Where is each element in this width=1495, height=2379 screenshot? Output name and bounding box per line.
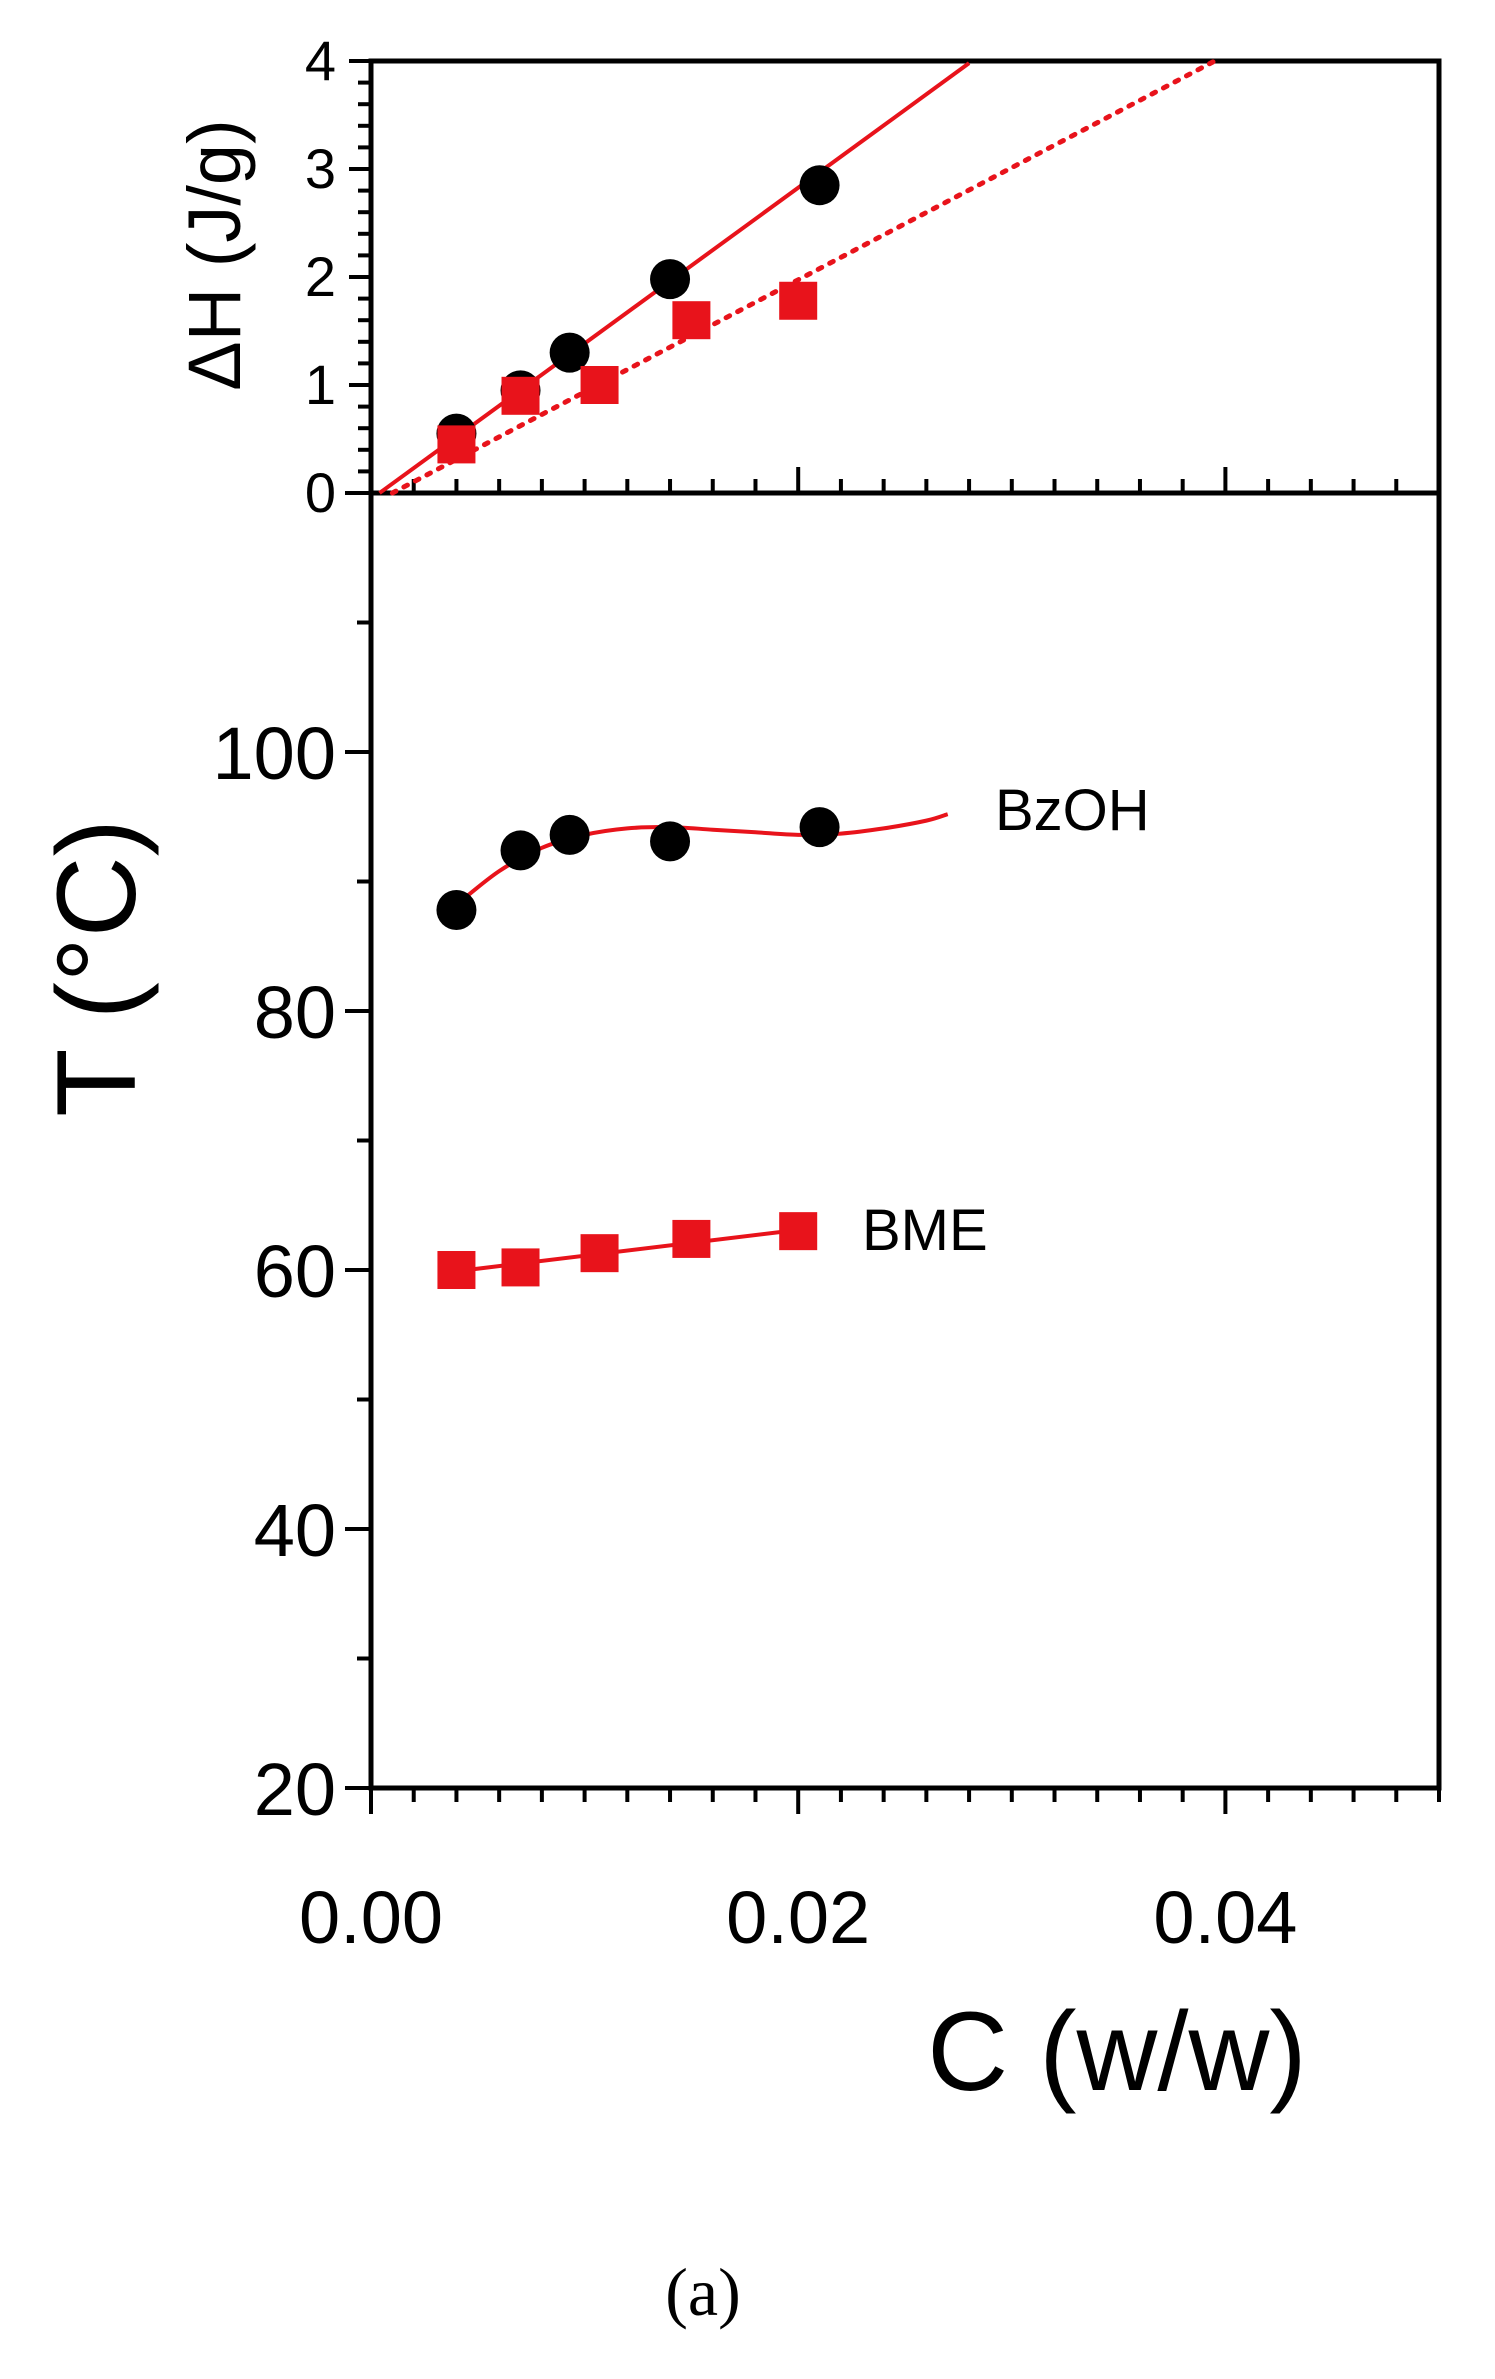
bottom-x-axis-title: C (w/w) bbox=[927, 1989, 1306, 2114]
top-panel-tick-labels: 0 1 2 3 4 bbox=[305, 29, 336, 524]
circle-marker bbox=[436, 889, 477, 930]
bzoh-annotation: BzOH bbox=[995, 778, 1150, 843]
top-panel-markers bbox=[436, 165, 840, 464]
top-y-tick-label: 2 bbox=[305, 245, 336, 308]
square-marker bbox=[779, 281, 818, 320]
circle-marker bbox=[549, 814, 590, 855]
circle-marker bbox=[650, 821, 691, 862]
fit-line bbox=[455, 812, 949, 907]
square-marker bbox=[672, 1219, 711, 1258]
top-panel-fit-lines bbox=[378, 58, 1218, 496]
figure-caption: (a) bbox=[665, 2254, 740, 2330]
bottom-y-tick-label: 60 bbox=[254, 1230, 336, 1313]
bottom-panel-markers bbox=[436, 807, 840, 1289]
bottom-panel-frame bbox=[368, 490, 1442, 1791]
bottom-y-tick-label: 100 bbox=[213, 712, 336, 795]
circle-marker bbox=[500, 830, 541, 871]
square-marker bbox=[437, 1251, 476, 1289]
top-panel-ticks bbox=[349, 59, 1441, 495]
circle-marker bbox=[799, 165, 840, 206]
square-marker bbox=[779, 1212, 818, 1251]
bottom-y-tick-label: 80 bbox=[254, 971, 336, 1054]
x-tick-label: 0.04 bbox=[1153, 1876, 1297, 1959]
bottom-panel-tick-labels: 0.00 0.02 0.04 20 40 60 80 100 bbox=[213, 712, 1298, 1959]
top-y-tick-label: 3 bbox=[305, 137, 336, 200]
bottom-panel-ticks bbox=[345, 491, 1441, 1814]
square-marker bbox=[580, 1234, 619, 1273]
circle-marker bbox=[799, 807, 840, 848]
top-y-axis-title: ΔH (J/g) bbox=[173, 119, 256, 390]
bottom-y-tick-label: 20 bbox=[254, 1748, 336, 1831]
fit-line bbox=[389, 58, 1218, 496]
circle-marker bbox=[549, 332, 590, 373]
circle-marker bbox=[650, 259, 691, 300]
top-y-tick-label: 4 bbox=[305, 29, 336, 92]
bottom-y-tick-label: 40 bbox=[254, 1489, 336, 1572]
square-marker bbox=[580, 366, 619, 404]
bottom-y-axis-title: T (°C) bbox=[34, 819, 159, 1117]
x-tick-label: 0.00 bbox=[299, 1876, 443, 1959]
top-y-tick-label: 0 bbox=[305, 461, 336, 524]
bme-annotation: BME bbox=[862, 1198, 988, 1263]
square-marker bbox=[501, 376, 540, 415]
square-marker bbox=[501, 1248, 540, 1287]
square-marker bbox=[672, 301, 711, 340]
top-panel-frame bbox=[368, 58, 1442, 496]
x-tick-label: 0.02 bbox=[726, 1876, 870, 1959]
top-y-tick-label: 1 bbox=[305, 353, 336, 416]
square-marker bbox=[437, 425, 476, 464]
